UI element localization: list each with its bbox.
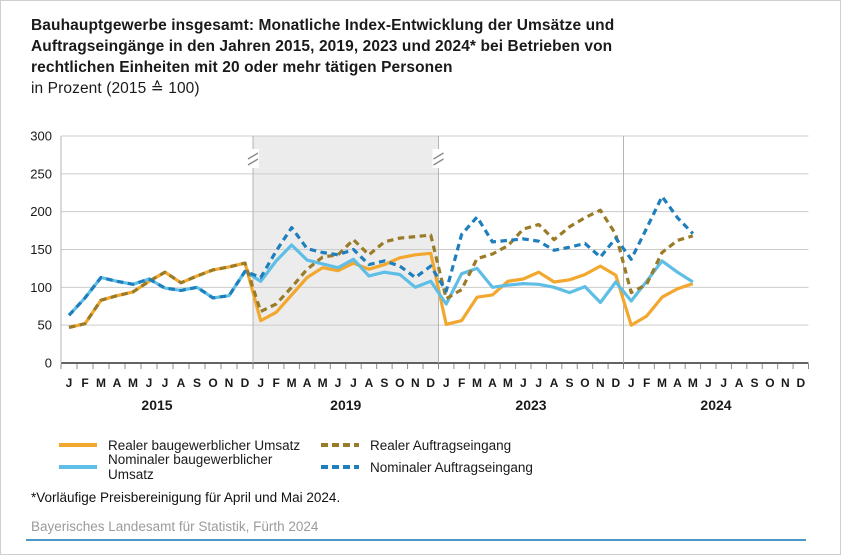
month-label: N (411, 376, 420, 390)
legend-label: Realer baugewerblicher Umsatz (108, 437, 301, 453)
month-label: J (628, 376, 635, 390)
month-label: A (177, 376, 186, 390)
month-label: N (596, 376, 605, 390)
month-label: J (535, 376, 542, 390)
series-line-0 (68, 251, 694, 329)
month-label: J (162, 376, 169, 390)
title-line-2: Auftragseingänge in den Jahren 2015, 201… (31, 38, 613, 55)
month-label: A (550, 376, 559, 390)
title-line-3: rechtlichen Einheiten mit 20 oder mehr t… (31, 59, 453, 76)
y-tick-label: 250 (30, 166, 52, 181)
y-tick-label: 150 (30, 242, 52, 257)
month-label: O (208, 376, 217, 390)
panel-dividers (247, 136, 624, 363)
month-label: J (705, 376, 712, 390)
legend-label: Realer Auftragseingang (370, 437, 512, 453)
month-label: M (318, 376, 328, 390)
month-label: J (335, 376, 342, 390)
month-label: D (611, 376, 620, 390)
month-label: M (128, 376, 138, 390)
month-label: M (472, 376, 482, 390)
series-line-2 (68, 208, 694, 329)
month-label: O (580, 376, 589, 390)
footnote: *Vorläufige Preisbereinigung für April u… (31, 490, 341, 505)
source-attribution: Bayerisches Landesamt für Statistik, Für… (31, 519, 319, 534)
legend-item-nominal-umsatz: Nominaler baugewerblicher Umsatz (59, 452, 321, 482)
y-tick-label: 50 (38, 318, 52, 333)
month-label: J (66, 376, 73, 390)
chart-title: Bauhauptgewerbe insgesamt: Monatliche In… (31, 15, 811, 99)
month-label: D (241, 376, 250, 390)
month-label: F (458, 376, 465, 390)
year-label: 2015 (141, 397, 172, 413)
legend-label: Nominaler baugewerblicher Umsatz (108, 452, 273, 482)
y-tick-label: 200 (30, 204, 52, 219)
month-label: M (688, 376, 698, 390)
footer-accent-bar (26, 539, 806, 541)
y-tick-label: 300 (30, 129, 52, 144)
legend: Realer baugewerblicher Umsatz Realer Auf… (59, 434, 533, 482)
month-label: F (273, 376, 280, 390)
month-label: D (796, 376, 805, 390)
month-label: J (443, 376, 450, 390)
legend-swatch-dashed-brown (59, 465, 97, 469)
month-label: N (225, 376, 234, 390)
month-label: J (720, 376, 727, 390)
title-line-1: Bauhauptgewerbe insgesamt: Monatliche In… (31, 17, 615, 34)
legend-item-real-umsatz: Realer baugewerblicher Umsatz (59, 434, 321, 456)
month-label: M (287, 376, 297, 390)
month-label: F (643, 376, 650, 390)
month-label: A (365, 376, 374, 390)
year-label: 2019 (330, 397, 361, 413)
legend-label: Nominaler Auftragseingang (370, 459, 533, 475)
legend-item-real-auftragseingang: Realer Auftragseingang (321, 434, 533, 456)
month-label: A (673, 376, 682, 390)
month-label: A (735, 376, 744, 390)
legend-swatch-solid-lightblue (321, 443, 359, 447)
month-label: S (751, 376, 759, 390)
y-tick-label: 0 (45, 356, 52, 371)
month-label: A (488, 376, 497, 390)
series-line-3 (67, 194, 695, 317)
month-label: S (193, 376, 201, 390)
month-label: J (257, 376, 264, 390)
month-label: S (566, 376, 574, 390)
month-label: O (395, 376, 404, 390)
month-label: J (520, 376, 527, 390)
month-label: M (96, 376, 106, 390)
month-label: A (303, 376, 312, 390)
month-label: J (350, 376, 357, 390)
series-line-1 (67, 243, 694, 317)
month-label: M (503, 376, 513, 390)
month-label: F (81, 376, 88, 390)
title-line-4: in Prozent (2015 ≙ 100) (31, 80, 200, 97)
legend-swatch-solid-orange (59, 443, 97, 447)
month-label: J (146, 376, 153, 390)
year-label: 2023 (515, 397, 546, 413)
month-label: A (113, 376, 122, 390)
legend-item-nominal-auftragseingang: Nominaler Auftragseingang (321, 456, 533, 478)
month-label: N (781, 376, 790, 390)
month-label: M (657, 376, 667, 390)
y-tick-label: 100 (30, 280, 52, 295)
year-label: 2024 (700, 397, 731, 413)
month-label: O (765, 376, 774, 390)
legend-swatch-dashed-blue (321, 465, 359, 469)
month-label: S (380, 376, 388, 390)
month-label: D (426, 376, 435, 390)
